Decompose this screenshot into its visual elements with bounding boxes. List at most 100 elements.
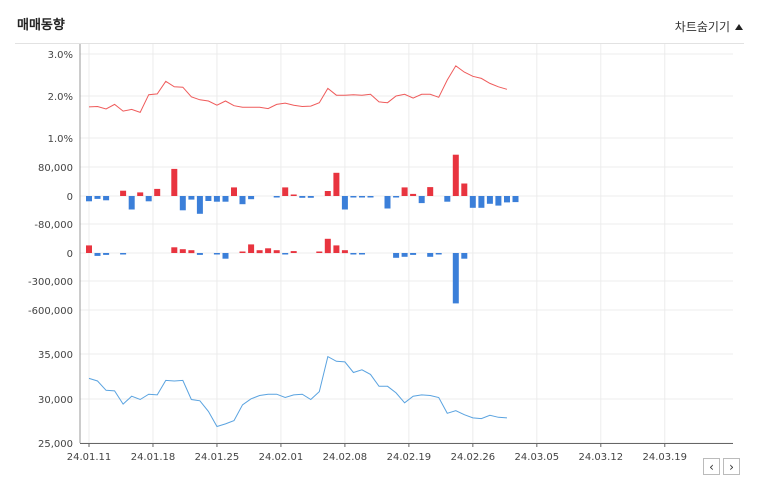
bar — [171, 168, 178, 196]
bar — [145, 196, 152, 202]
bar — [299, 196, 306, 198]
bar — [341, 250, 348, 254]
bar — [86, 245, 92, 253]
bar — [273, 196, 280, 198]
bar — [120, 190, 127, 196]
series-line — [88, 355, 508, 428]
y-tick-label: 1.0% — [48, 134, 73, 145]
bar — [393, 196, 400, 198]
bar — [290, 194, 297, 196]
bar — [290, 251, 297, 253]
bar — [435, 253, 442, 255]
prev-button[interactable]: ‹ — [703, 458, 720, 475]
bar — [401, 253, 408, 257]
hide-chart-label: 차트숨기기 — [674, 20, 730, 34]
y-tick-label: -600,000 — [28, 306, 73, 317]
triangle-up-icon — [735, 23, 743, 30]
bar — [94, 253, 101, 256]
bar — [137, 192, 144, 196]
bar — [410, 193, 417, 196]
bar — [282, 253, 289, 255]
bar — [316, 251, 323, 253]
x-tick-label: 24.03.19 — [643, 452, 688, 463]
bar — [188, 196, 195, 200]
bar — [128, 196, 135, 210]
bar — [86, 196, 92, 202]
bar — [248, 196, 255, 200]
bar — [205, 196, 212, 201]
y-tick-label: -300,000 — [28, 277, 73, 288]
bar — [196, 253, 203, 255]
bar — [179, 196, 186, 211]
y-tick-label: 35,000 — [38, 350, 73, 361]
bar — [324, 238, 331, 254]
bar — [495, 196, 502, 206]
x-tick-label: 24.03.12 — [579, 452, 624, 463]
bar — [461, 183, 468, 196]
y-tick-label: -80,000 — [34, 220, 73, 231]
hide-chart-toggle[interactable]: 차트숨기기 — [675, 18, 743, 35]
bar — [444, 196, 451, 202]
bar — [384, 196, 391, 209]
x-tick-label: 24.01.25 — [195, 452, 240, 463]
bar — [231, 187, 237, 196]
bar — [341, 196, 348, 210]
bar — [324, 191, 331, 196]
x-tick-label: 24.02.01 — [259, 452, 304, 463]
y-tick-label: 25,000 — [38, 439, 73, 450]
x-tick-label: 24.01.18 — [131, 452, 176, 463]
bar — [179, 249, 186, 253]
next-button[interactable]: › — [723, 458, 740, 475]
bar — [512, 196, 519, 203]
bar — [120, 253, 127, 255]
bar — [239, 196, 246, 205]
bar — [452, 253, 459, 304]
bar — [256, 250, 263, 254]
bar — [427, 187, 434, 196]
x-tick-label: 24.01.11 — [67, 452, 112, 463]
series-line — [88, 65, 508, 114]
y-tick-label: 80,000 — [38, 163, 73, 174]
bar — [94, 196, 101, 199]
x-tick-label: 24.02.19 — [387, 452, 432, 463]
bar — [410, 253, 417, 255]
bar — [154, 188, 161, 196]
bar — [248, 244, 255, 253]
bar — [393, 253, 400, 258]
bar — [196, 196, 203, 214]
bar — [265, 248, 272, 254]
bar — [469, 196, 476, 208]
bar — [359, 196, 365, 198]
y-tick-label: 30,000 — [38, 395, 73, 406]
bar — [418, 196, 425, 204]
bar — [282, 187, 289, 196]
bar — [427, 253, 434, 257]
y-tick-label: 3.0% — [48, 50, 73, 61]
bar — [103, 253, 110, 255]
bar — [103, 196, 110, 201]
y-tick-label: 0 — [67, 192, 73, 203]
x-tick-label: 24.02.08 — [323, 452, 368, 463]
bar — [222, 196, 229, 202]
bar — [307, 196, 314, 198]
bar — [333, 245, 340, 253]
bar — [213, 253, 220, 255]
bar — [222, 253, 229, 259]
y-tick-label: 0 — [67, 249, 73, 260]
x-tick-label: 24.03.05 — [515, 452, 560, 463]
bar — [350, 253, 357, 255]
bar — [359, 253, 365, 255]
page-title: 매매동향 — [17, 18, 65, 33]
bar — [367, 196, 374, 198]
bar — [478, 196, 485, 208]
x-tick-label: 24.02.26 — [451, 452, 496, 463]
bar — [333, 172, 340, 196]
bar — [188, 250, 195, 254]
bar — [452, 154, 459, 196]
bar — [239, 251, 246, 253]
bar — [461, 253, 468, 259]
y-tick-label: 2.0% — [48, 92, 73, 103]
bar — [401, 187, 408, 196]
bar — [273, 250, 280, 254]
